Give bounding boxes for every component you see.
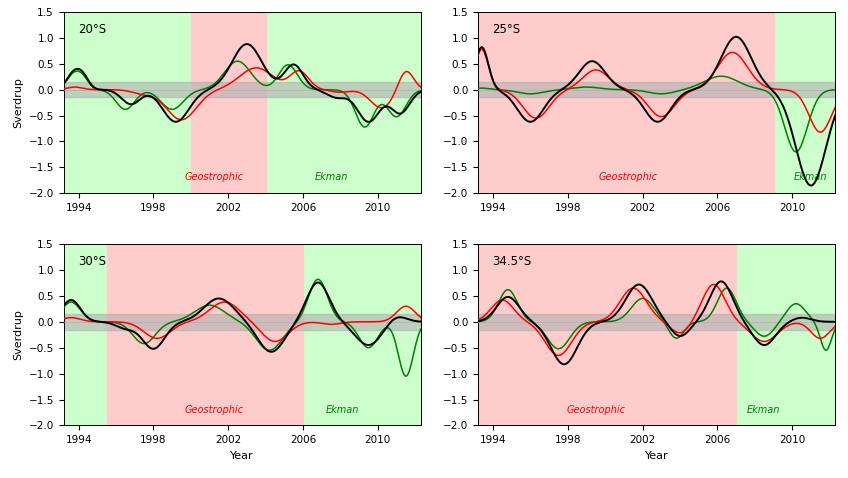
- Text: 34.5°S: 34.5°S: [493, 255, 532, 268]
- Bar: [478, 82, 835, 98]
- Text: Ekman: Ekman: [315, 173, 349, 183]
- Text: Geostrophic: Geostrophic: [184, 173, 243, 183]
- Bar: [773, 12, 839, 193]
- Bar: [107, 244, 303, 425]
- Bar: [474, 12, 773, 193]
- Bar: [60, 12, 191, 193]
- Text: Ekman: Ekman: [747, 404, 780, 414]
- Bar: [60, 244, 107, 425]
- Bar: [265, 12, 425, 193]
- Text: 20°S: 20°S: [78, 23, 106, 36]
- Text: Ekman: Ekman: [326, 404, 359, 414]
- Y-axis label: Sverdrup: Sverdrup: [13, 309, 23, 360]
- Bar: [478, 314, 835, 329]
- Bar: [474, 244, 736, 425]
- Text: 25°S: 25°S: [493, 23, 521, 36]
- X-axis label: Year: Year: [644, 451, 668, 461]
- Bar: [191, 12, 265, 193]
- Text: Geostrophic: Geostrophic: [566, 404, 626, 414]
- Text: Geostrophic: Geostrophic: [599, 173, 657, 183]
- Text: Ekman: Ekman: [794, 173, 827, 183]
- Bar: [64, 314, 421, 329]
- Bar: [303, 244, 425, 425]
- Bar: [64, 82, 421, 98]
- Text: 30°S: 30°S: [78, 255, 106, 268]
- Y-axis label: Sverdrup: Sverdrup: [13, 77, 23, 128]
- Text: Geostrophic: Geostrophic: [184, 404, 243, 414]
- X-axis label: Year: Year: [231, 451, 254, 461]
- Bar: [736, 244, 839, 425]
